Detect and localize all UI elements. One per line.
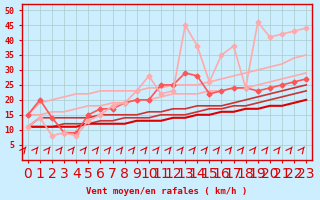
X-axis label: Vent moyen/en rafales ( km/h ): Vent moyen/en rafales ( km/h ) xyxy=(86,187,248,196)
